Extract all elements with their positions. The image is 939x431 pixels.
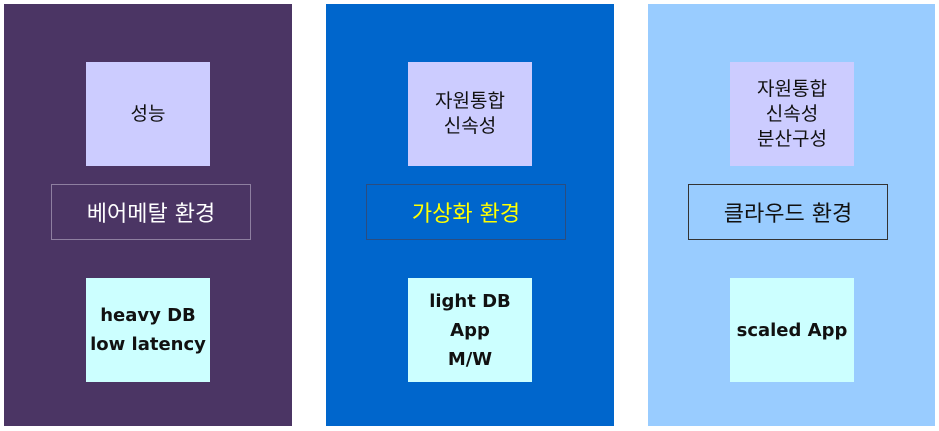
baremetal-workload-box: heavy DB low latency bbox=[86, 278, 210, 382]
cloud-characteristic: 자원통합 bbox=[757, 77, 827, 100]
virtualization-characteristics-box: 자원통합 신속성 bbox=[408, 62, 532, 166]
virtualization-workload: light DB bbox=[429, 290, 511, 312]
cloud-workload-box: scaled App bbox=[730, 278, 854, 382]
virtualization-workload: M/W bbox=[447, 348, 493, 370]
virtualization-panel: 자원통합 신속성 가상화 환경 light DB App M/W bbox=[326, 4, 614, 426]
virtualization-characteristic: 자원통합 bbox=[435, 90, 505, 112]
baremetal-env-label: 베어메탈 환경 bbox=[51, 184, 251, 240]
cloud-workload: scaled App bbox=[736, 319, 848, 341]
virtualization-workload: App bbox=[450, 319, 490, 341]
virtualization-workload-box: light DB App M/W bbox=[408, 278, 532, 382]
virtualization-env-label: 가상화 환경 bbox=[366, 184, 566, 240]
baremetal-workload: low latency bbox=[90, 334, 206, 355]
baremetal-characteristic: 성능 bbox=[130, 102, 166, 125]
baremetal-panel: 성능 베어메탈 환경 heavy DB low latency bbox=[4, 4, 292, 426]
baremetal-workload: heavy DB bbox=[100, 305, 196, 326]
virtualization-characteristic: 신속성 bbox=[443, 115, 497, 137]
cloud-characteristics-box: 자원통합 신속성 분산구성 bbox=[730, 62, 854, 166]
cloud-characteristic: 분산구성 bbox=[757, 127, 827, 150]
cloud-characteristic: 신속성 bbox=[765, 102, 819, 125]
cloud-env-label: 클라우드 환경 bbox=[688, 184, 888, 240]
baremetal-characteristics-box: 성능 bbox=[86, 62, 210, 166]
cloud-panel: 자원통합 신속성 분산구성 클라우드 환경 scaled App bbox=[648, 4, 935, 426]
